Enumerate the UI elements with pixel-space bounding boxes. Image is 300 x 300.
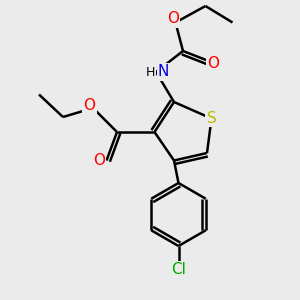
Text: O: O: [208, 56, 220, 71]
Text: Cl: Cl: [171, 262, 186, 278]
Text: H: H: [146, 65, 155, 79]
Text: S: S: [207, 111, 216, 126]
Text: N: N: [158, 64, 169, 80]
Text: O: O: [93, 153, 105, 168]
Text: O: O: [83, 98, 95, 113]
Text: O: O: [167, 11, 179, 26]
